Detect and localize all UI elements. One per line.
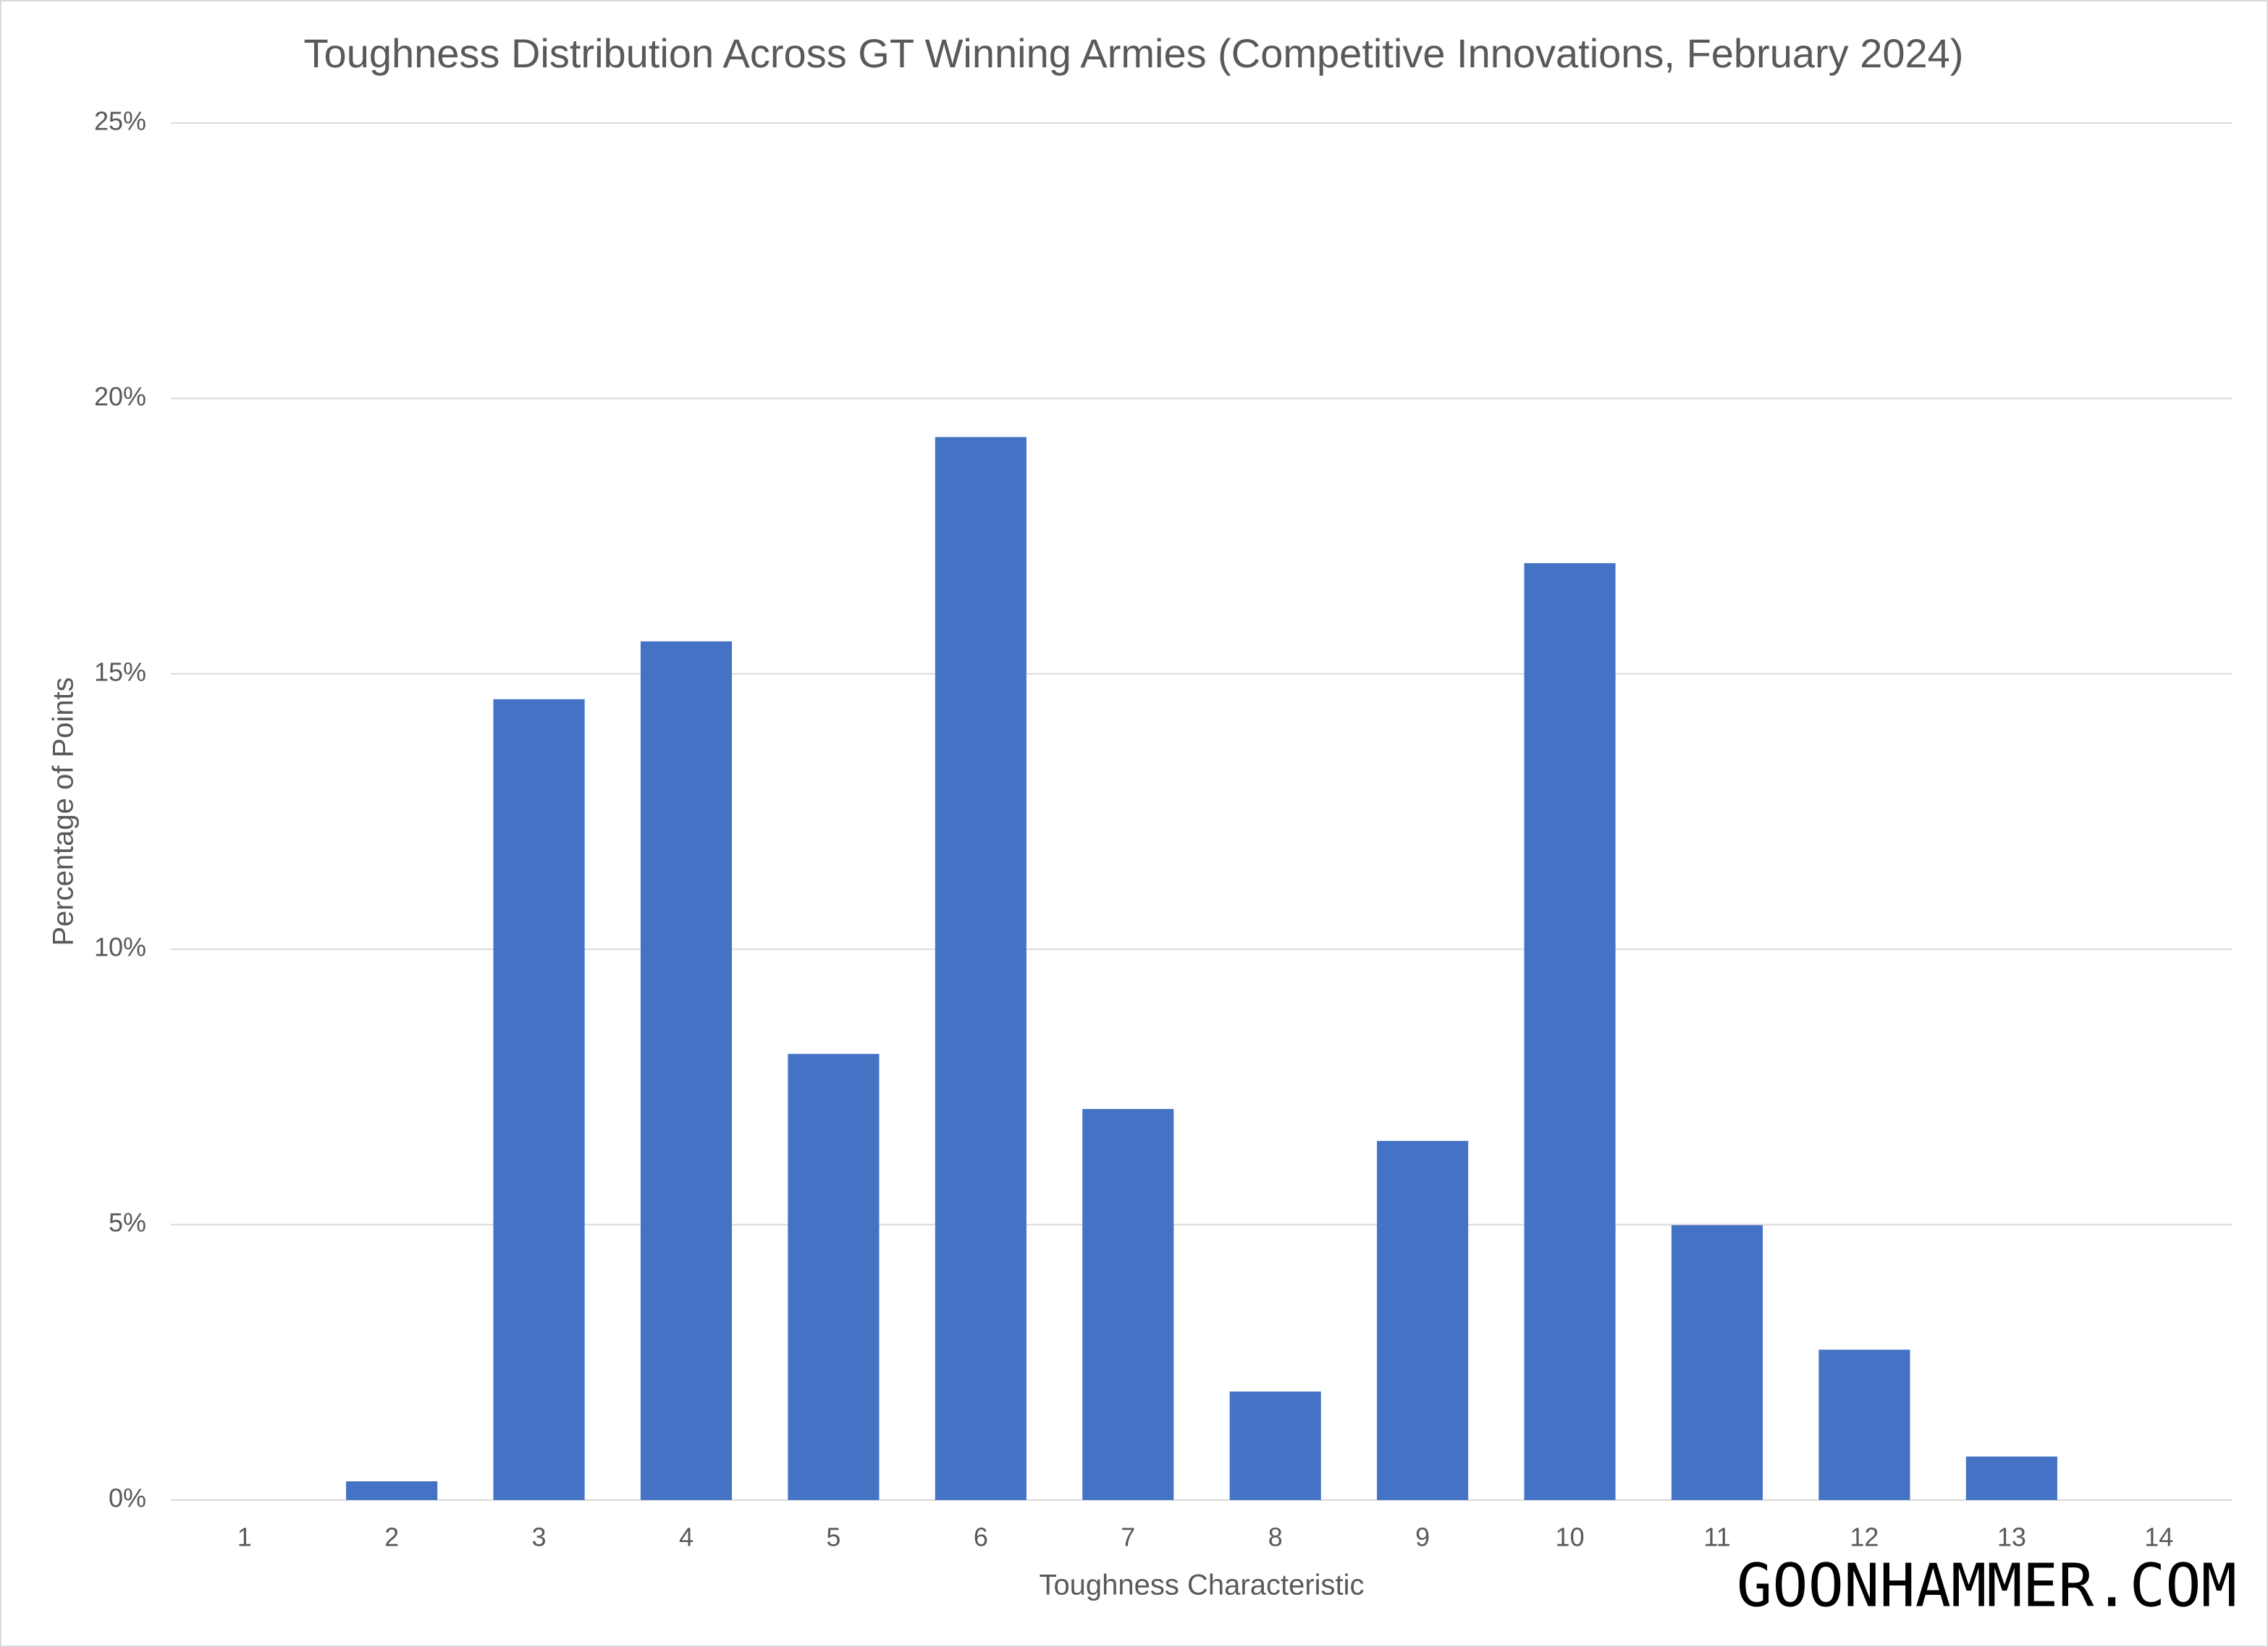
x-tick-label: 12 bbox=[1850, 1522, 1879, 1552]
bar bbox=[1671, 1225, 1763, 1500]
y-tick-label: 25% bbox=[94, 106, 146, 136]
bar bbox=[1377, 1140, 1469, 1500]
bar bbox=[935, 437, 1026, 1500]
y-tick-label: 20% bbox=[94, 382, 146, 411]
bar bbox=[1082, 1108, 1174, 1500]
x-tick-label: 11 bbox=[1703, 1522, 1730, 1552]
x-tick-label: 10 bbox=[1556, 1522, 1585, 1552]
bar bbox=[1229, 1391, 1321, 1500]
y-tick-label: 15% bbox=[94, 657, 146, 686]
x-tick-label: 9 bbox=[1415, 1522, 1430, 1552]
x-tick-label: 5 bbox=[826, 1522, 840, 1552]
bar bbox=[640, 641, 733, 1500]
chart-title: Toughness Distribution Across GT Winning… bbox=[304, 30, 1964, 76]
y-tick-label: 0% bbox=[109, 1483, 146, 1513]
x-tick-label: 2 bbox=[384, 1522, 399, 1552]
x-tick-label: 6 bbox=[974, 1522, 988, 1552]
bar bbox=[1524, 563, 1616, 1501]
x-axis-label: Toughness Characteristic bbox=[1039, 1570, 1364, 1601]
bar bbox=[1818, 1349, 1910, 1500]
y-tick-label: 5% bbox=[109, 1208, 146, 1237]
y-tick-label: 10% bbox=[94, 932, 146, 962]
bar bbox=[493, 699, 585, 1500]
bar bbox=[788, 1053, 880, 1500]
x-tick-label: 1 bbox=[237, 1522, 252, 1552]
bar bbox=[346, 1481, 438, 1500]
x-tick-label: 7 bbox=[1121, 1522, 1135, 1552]
bar bbox=[1965, 1456, 2057, 1500]
x-tick-label: 8 bbox=[1268, 1522, 1283, 1552]
x-tick-label: 3 bbox=[532, 1522, 547, 1552]
y-axis-label: Percentage of Points bbox=[48, 677, 80, 945]
x-tick-label: 14 bbox=[2144, 1522, 2173, 1552]
x-tick-label: 4 bbox=[679, 1522, 694, 1552]
watermark: GOONHAMMER.COM bbox=[1737, 1551, 2237, 1620]
x-tick-label: 13 bbox=[1997, 1522, 2026, 1552]
